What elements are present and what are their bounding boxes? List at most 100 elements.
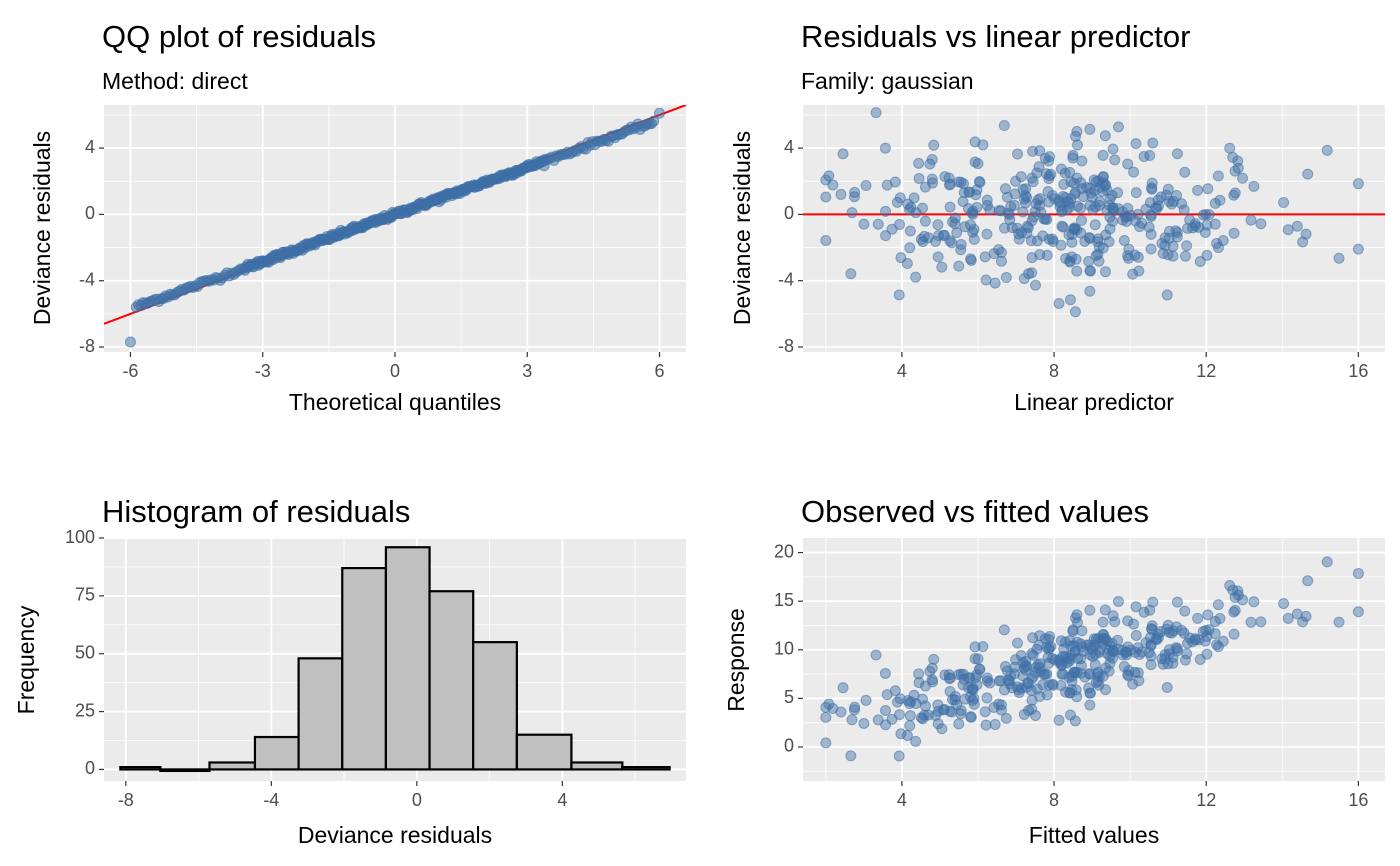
residual-point <box>1071 265 1083 277</box>
residual-point <box>1202 183 1214 195</box>
observed-point <box>1282 612 1294 624</box>
residual-point <box>1013 233 1025 245</box>
observed-point <box>926 662 938 674</box>
residual-point <box>972 158 984 170</box>
observed-point <box>1302 575 1314 587</box>
observed-point <box>905 696 917 708</box>
observed-point <box>1179 605 1191 617</box>
residual-point <box>1178 204 1190 216</box>
observed-point <box>989 719 1001 731</box>
residual-point <box>1132 251 1144 263</box>
x-tick-label: 16 <box>1348 361 1368 381</box>
observed-point <box>1094 644 1106 656</box>
observed-point <box>1071 609 1083 621</box>
qq-point <box>648 115 660 127</box>
residual-point <box>1075 214 1087 226</box>
residual-point <box>1171 227 1183 239</box>
observed-point <box>1039 633 1051 645</box>
observed-point <box>995 675 1007 687</box>
observed-point <box>1057 668 1069 680</box>
observed-point <box>858 717 870 729</box>
observed-point <box>1187 636 1199 648</box>
residual-point <box>1160 189 1172 201</box>
residual-point <box>1084 123 1096 135</box>
observed-point <box>1278 598 1290 610</box>
y-tick-label: 25 <box>75 700 95 720</box>
observed-point <box>1132 667 1144 679</box>
observed-point <box>980 719 992 731</box>
observed-point <box>1076 625 1088 637</box>
observed-point <box>1032 659 1044 671</box>
observed-point <box>1104 651 1116 663</box>
residual-point <box>1025 235 1037 247</box>
observed-point <box>998 624 1010 636</box>
residual-point <box>1055 163 1067 175</box>
observed-point <box>957 679 969 691</box>
residual-point <box>835 188 847 200</box>
observed-point <box>1291 608 1303 620</box>
observed-point <box>823 698 835 710</box>
residual-point <box>1059 167 1071 179</box>
residual-point <box>823 170 835 182</box>
residual-point <box>1100 266 1112 278</box>
x-tick-label: -8 <box>118 790 134 810</box>
residual-point <box>1167 250 1179 262</box>
y-tick-label: 0 <box>85 758 95 778</box>
residual-point <box>1157 247 1169 259</box>
observed-point <box>1211 639 1223 651</box>
residual-point <box>901 258 913 270</box>
observed-point <box>848 704 860 716</box>
residual-point <box>1107 143 1119 155</box>
residual-point <box>1071 139 1083 151</box>
residual-point <box>1201 249 1213 261</box>
observed-point <box>904 720 916 732</box>
residual-point <box>1163 225 1175 237</box>
residual-point <box>932 251 944 263</box>
plot-title: Histogram of residuals <box>102 494 410 529</box>
observed-point <box>1087 650 1099 662</box>
residual-point <box>1042 186 1054 198</box>
residual-point <box>930 235 942 247</box>
observed-point <box>1097 616 1109 628</box>
residual-point <box>995 205 1007 217</box>
histogram-bar <box>428 590 475 771</box>
observed-point <box>1027 649 1039 661</box>
x-tick-label: -3 <box>255 361 271 381</box>
residual-point <box>1064 294 1076 306</box>
x-tick-label: 16 <box>1348 790 1368 810</box>
marks-layer <box>119 546 671 773</box>
observed-point <box>936 723 948 735</box>
residual-point <box>913 172 925 184</box>
plot-title: Observed vs fitted values <box>801 494 1149 529</box>
observed-point <box>1122 615 1134 627</box>
residual-point <box>1096 185 1108 197</box>
residual-point <box>957 195 969 207</box>
residual-point <box>1297 236 1309 248</box>
y-tick-label: 0 <box>784 736 794 756</box>
histogram-bar <box>208 761 257 771</box>
residual-point <box>1194 255 1206 267</box>
residual-point <box>926 173 938 185</box>
observed-point <box>1163 644 1175 656</box>
residual-point <box>1053 297 1065 309</box>
residual-point <box>1033 161 1045 173</box>
y-tick-label: -8 <box>778 336 794 356</box>
residual-point <box>1209 197 1221 209</box>
observed-point <box>1228 606 1240 618</box>
histogram-bar <box>253 735 300 771</box>
residual-point <box>1043 233 1055 245</box>
residual-point <box>905 201 917 213</box>
residual-point <box>1058 178 1070 190</box>
panel-3: Histogram of residuals -8 -4 0 4 0 25 50 75 100 De… <box>13 494 686 848</box>
residual-point <box>1071 126 1083 138</box>
residual-point <box>1321 144 1333 156</box>
residual-point <box>845 268 857 280</box>
observed-point <box>1092 666 1104 678</box>
residual-point <box>1079 235 1091 247</box>
observed-point <box>1192 612 1204 624</box>
residual-point <box>965 254 977 266</box>
x-tick-label: 4 <box>897 361 907 381</box>
x-tick-label: 12 <box>1196 361 1216 381</box>
observed-point <box>1038 668 1050 680</box>
observed-point <box>1093 632 1105 644</box>
